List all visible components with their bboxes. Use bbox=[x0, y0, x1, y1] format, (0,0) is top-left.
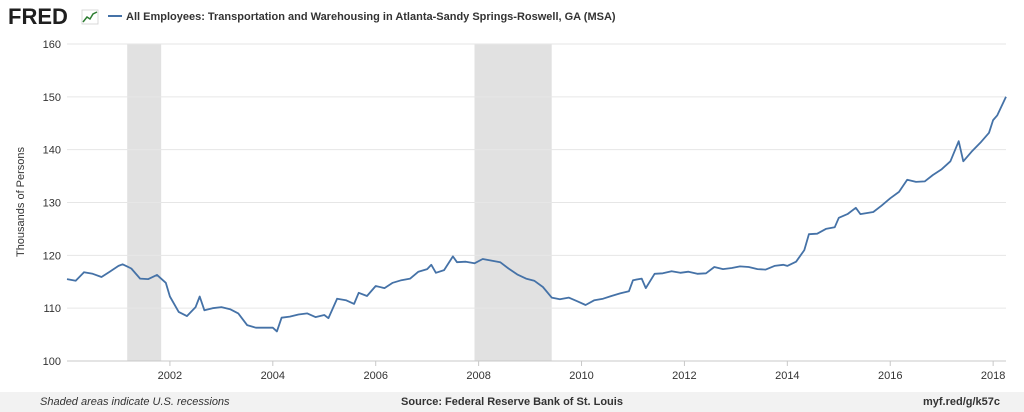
y-axis-label: Thousands of Persons bbox=[15, 146, 27, 257]
recession-note: Shaded areas indicate U.S. recessions bbox=[40, 396, 230, 408]
y-tick-label: 120 bbox=[43, 250, 61, 262]
series-line bbox=[66, 96, 1007, 333]
chart: FRED All Employees: Transportation and W… bbox=[8, 4, 1007, 382]
y-tick-label: 140 bbox=[43, 145, 61, 157]
x-tick-label: 2016 bbox=[878, 370, 902, 382]
x-tick-label: 2014 bbox=[775, 370, 799, 382]
x-tick-label: 2018 bbox=[981, 370, 1005, 382]
x-tick-label: 2012 bbox=[672, 370, 696, 382]
chart-footer: Shaded areas indicate U.S. recessions So… bbox=[0, 392, 1024, 412]
x-tick-label: 2002 bbox=[158, 370, 182, 382]
y-tick-label: 110 bbox=[43, 303, 61, 315]
x-tick-label: 2008 bbox=[466, 370, 490, 382]
source-note: Source: Federal Reserve Bank of St. Loui… bbox=[401, 396, 623, 408]
x-tick-label: 2010 bbox=[569, 370, 593, 382]
y-tick-label: 100 bbox=[43, 356, 61, 368]
fred-logo-text: FRED bbox=[8, 4, 68, 29]
short-url-link[interactable]: myf.red/g/k57c bbox=[922, 396, 1000, 408]
y-tick-label: 130 bbox=[43, 198, 61, 210]
fred-logo-icon bbox=[81, 9, 99, 25]
chart-title: All Employees: Transportation and Wareho… bbox=[126, 11, 616, 23]
x-tick-label: 2006 bbox=[363, 370, 387, 382]
x-tick-label: 2004 bbox=[261, 370, 285, 382]
y-tick-label: 160 bbox=[43, 39, 61, 51]
y-tick-label: 150 bbox=[43, 92, 61, 104]
